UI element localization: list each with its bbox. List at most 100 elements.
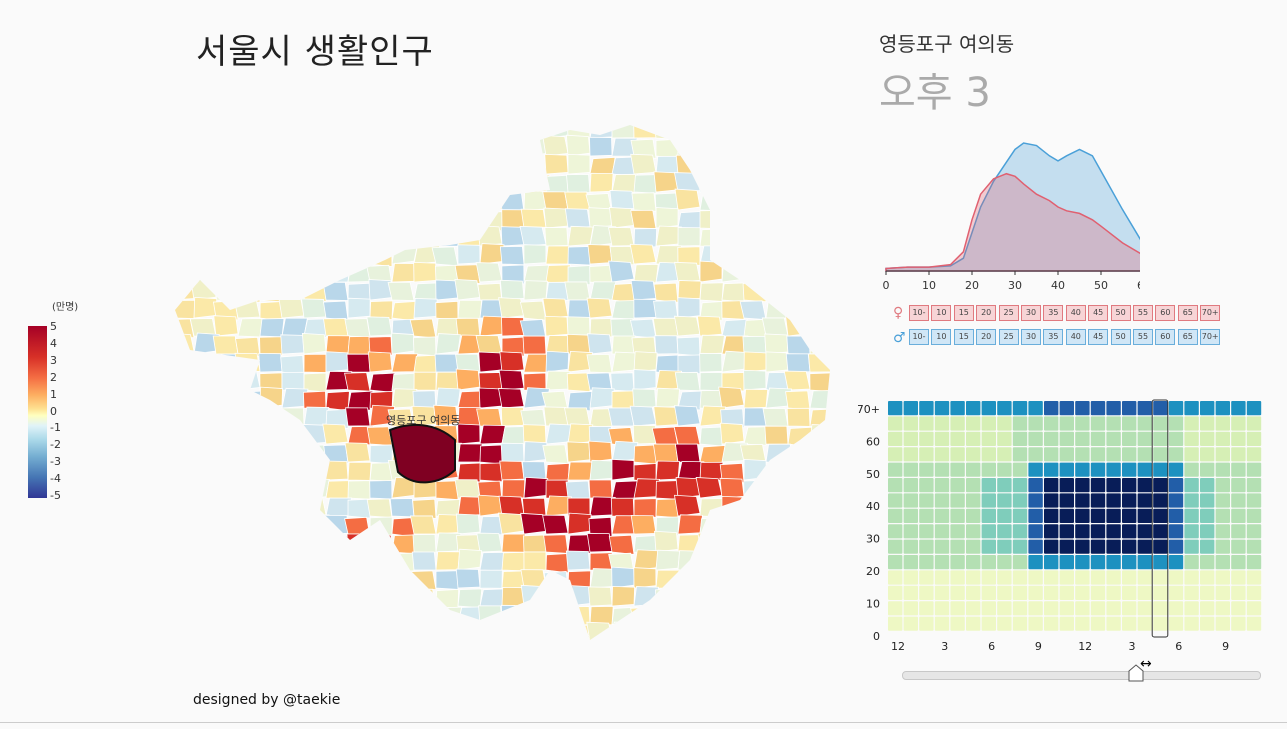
map-district-cell[interactable] [347,605,373,625]
heatmap-cell[interactable] [1246,524,1262,539]
map-district-cell[interactable] [215,226,243,247]
map-district-cell[interactable] [325,263,351,283]
map-district-cell[interactable] [259,318,285,338]
heatmap-cell[interactable] [981,616,996,631]
map-district-cell[interactable] [193,136,220,157]
map-district-cell[interactable] [193,174,219,195]
map-district-cell[interactable] [565,550,591,571]
map-district-cell[interactable] [589,318,614,338]
map-district-cell[interactable] [191,478,217,499]
map-district-cell[interactable] [677,570,702,590]
heatmap-cell[interactable] [1200,401,1215,416]
map-district-cell[interactable] [454,121,481,142]
map-district-cell[interactable] [455,568,481,589]
map-district-cell[interactable] [588,586,613,607]
heatmap-cell[interactable] [1028,478,1043,493]
map-district-cell[interactable] [237,138,262,159]
heatmap-cell[interactable] [1106,539,1121,554]
map-district-cell[interactable] [498,156,525,176]
map-district-cell[interactable] [299,603,327,625]
map-district-cell[interactable] [806,191,832,211]
map-district-cell[interactable] [696,315,723,337]
map-district-cell[interactable] [808,210,832,230]
map-district-cell[interactable] [325,153,352,175]
map-district-cell[interactable] [545,264,571,285]
map-district-cell[interactable] [501,533,526,553]
map-district-cell[interactable] [786,172,811,193]
map-district-cell[interactable] [367,586,393,607]
heatmap-cell[interactable] [1012,431,1028,446]
heatmap-cell[interactable] [1122,601,1137,616]
map-district-cell[interactable] [722,643,744,660]
map-district-cell[interactable] [720,408,745,429]
map-district-cell[interactable] [762,407,789,427]
map-district-cell[interactable] [673,494,701,517]
map-district-cell[interactable] [809,497,833,518]
map-district-cell[interactable] [368,336,393,356]
map-district-cell[interactable] [608,260,635,283]
map-district-cell[interactable] [193,243,218,265]
map-district-cell[interactable] [828,440,850,463]
map-district-cell[interactable] [344,228,371,248]
map-district-cell[interactable] [172,156,199,176]
map-district-cell[interactable] [498,170,525,193]
map-district-cell[interactable] [630,209,657,229]
map-district-cell[interactable] [809,606,834,627]
map-district-cell[interactable] [520,512,547,535]
map-district-cell[interactable] [259,336,283,356]
map-district-cell[interactable] [235,642,260,660]
map-district-cell[interactable] [413,119,437,139]
map-district-cell[interactable] [743,188,771,211]
map-district-cell[interactable] [719,621,745,642]
map-district-cell[interactable] [391,570,415,591]
map-district-cell[interactable] [366,498,393,519]
heatmap-cell[interactable] [934,616,950,631]
heatmap-cell[interactable] [1106,401,1121,416]
heatmap-cell[interactable] [1075,431,1090,446]
heatmap-cell[interactable] [1246,539,1262,554]
map-district-cell[interactable] [787,495,811,517]
heatmap-cell[interactable] [1122,524,1137,539]
map-district-cell[interactable] [281,549,307,571]
heatmap-cell[interactable] [903,524,918,539]
heatmap-cell[interactable] [934,570,950,585]
map-district-cell[interactable] [237,264,262,286]
map-district-cell[interactable] [478,351,503,373]
map-district-cell[interactable] [830,642,850,660]
map-district-cell[interactable] [259,189,285,211]
map-district-cell[interactable] [301,188,327,211]
map-district-cell[interactable] [368,552,393,572]
map-district-cell[interactable] [435,480,459,501]
heatmap-cell[interactable] [1168,493,1184,508]
map-district-cell[interactable] [369,480,393,500]
heatmap-cell[interactable] [1044,493,1059,508]
map-district-cell[interactable] [827,353,850,374]
map-district-cell[interactable] [169,534,195,555]
map-district-cell[interactable] [303,318,330,338]
heatmap-cell[interactable] [950,416,965,431]
map-district-cell[interactable] [236,587,261,607]
map-district-cell[interactable] [697,532,723,553]
map-district-cell[interactable] [366,153,393,175]
map-district-cell[interactable] [479,136,505,157]
heatmap-cell[interactable] [981,601,996,616]
map-district-cell[interactable] [457,443,483,463]
map-district-cell[interactable] [346,353,371,373]
heatmap-cell[interactable] [1090,493,1106,508]
map-district-cell[interactable] [344,372,371,392]
map-district-cell[interactable] [278,246,305,267]
heatmap-cell[interactable] [950,601,965,616]
map-district-cell[interactable] [236,551,261,571]
map-district-cell[interactable] [190,461,217,481]
heatmap-cell[interactable] [966,462,981,477]
map-district-cell[interactable] [391,332,415,355]
map-district-cell[interactable] [235,440,261,463]
map-district-cell[interactable] [742,282,767,303]
map-district-cell[interactable] [787,224,813,247]
heatmap-cell[interactable] [1106,570,1121,585]
heatmap-cell[interactable] [903,431,918,446]
map-district-cell[interactable] [234,624,261,644]
map-district-cell[interactable] [435,119,461,139]
map-district-cell[interactable] [325,206,353,229]
heatmap-cell[interactable] [1137,585,1152,600]
